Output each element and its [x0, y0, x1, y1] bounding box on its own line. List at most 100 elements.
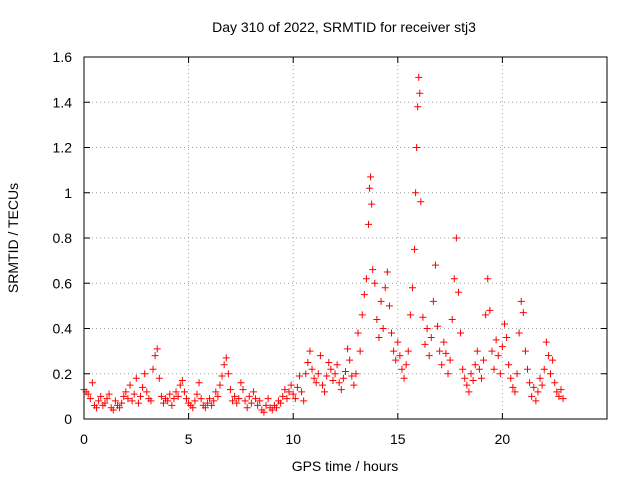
data-point [304, 358, 312, 366]
data-point [241, 397, 249, 405]
x-tick-label: 20 [495, 431, 511, 447]
data-point [509, 383, 517, 391]
data-point [84, 390, 92, 398]
data-point [492, 336, 500, 344]
data-point [358, 311, 366, 319]
x-tick-label: 10 [285, 431, 301, 447]
data-point [415, 73, 423, 81]
y-tick-label: 1.2 [53, 140, 73, 156]
data-point [507, 374, 515, 382]
data-point [208, 401, 216, 409]
data-point [120, 392, 128, 400]
data-point [233, 399, 241, 407]
data-point [168, 401, 176, 409]
data-point [434, 322, 442, 330]
data-point [239, 386, 247, 394]
data-point [524, 365, 532, 373]
data-point [195, 379, 203, 387]
data-point [427, 334, 435, 342]
data-point [500, 320, 508, 328]
y-tick-label: 1 [64, 185, 72, 201]
data-point [170, 395, 178, 403]
data-point [97, 392, 105, 400]
data-point [375, 334, 383, 342]
data-point [517, 297, 525, 305]
data-point [465, 388, 473, 396]
data-point [331, 370, 339, 378]
data-point [383, 268, 391, 276]
data-point [452, 234, 460, 242]
data-point [536, 374, 544, 382]
data-point [477, 374, 485, 382]
data-point [396, 352, 404, 360]
data-point [243, 404, 251, 412]
data-point [285, 388, 293, 396]
data-point [281, 386, 289, 394]
data-point [139, 383, 147, 391]
data-point [197, 395, 205, 403]
data-point [279, 392, 287, 400]
data-point [226, 386, 234, 394]
data-point [559, 395, 567, 403]
data-point [457, 329, 465, 337]
x-tick-label: 0 [80, 431, 88, 447]
data-point [350, 381, 358, 389]
data-point [229, 397, 237, 405]
data-point [467, 370, 475, 378]
data-point [237, 379, 245, 387]
data-point [333, 361, 341, 369]
data-point [463, 381, 471, 389]
data-point [298, 388, 306, 396]
data-point [419, 313, 427, 321]
data-point [547, 370, 555, 378]
y-tick-label: 0.8 [53, 230, 73, 246]
x-tick-label: 5 [185, 431, 193, 447]
data-point [486, 306, 494, 314]
data-point [316, 352, 324, 360]
data-point [360, 291, 368, 299]
data-point [329, 377, 337, 385]
data-point [444, 370, 452, 378]
data-point [365, 220, 373, 228]
data-point [411, 245, 419, 253]
data-point [220, 361, 228, 369]
data-point [180, 388, 188, 396]
data-point [367, 173, 375, 181]
data-point [143, 388, 151, 396]
data-point [348, 372, 356, 380]
data-point [109, 406, 117, 414]
data-point [103, 395, 111, 403]
data-point [549, 356, 557, 364]
data-point [488, 347, 496, 355]
data-point [448, 315, 456, 323]
data-point [436, 347, 444, 355]
data-point [542, 338, 550, 346]
data-point [101, 399, 109, 407]
y-tick-label: 1.6 [53, 49, 73, 65]
data-point [264, 395, 272, 403]
data-point [388, 329, 396, 337]
data-point [421, 340, 429, 348]
data-point [134, 399, 142, 407]
data-point [283, 395, 291, 403]
data-point [459, 365, 467, 373]
data-point [256, 397, 264, 405]
data-point [538, 381, 546, 389]
data-point [149, 365, 157, 373]
data-point [155, 374, 163, 382]
data-point [249, 388, 257, 396]
chart-title: Day 310 of 2022, SRMTID for receiver stj… [212, 19, 476, 35]
data-point [86, 395, 94, 403]
y-tick-label: 0.6 [53, 275, 73, 291]
axis-ticks: 0 5 10 15 20 0 0.2 0.4 0.6 0.8 1 1.2 1.4 1.6 [53, 49, 607, 447]
data-point [346, 356, 354, 364]
data-point [496, 370, 504, 378]
data-point [268, 406, 276, 414]
data-point [189, 404, 197, 412]
data-point [377, 297, 385, 305]
data-point [379, 325, 387, 332]
data-point [362, 275, 370, 283]
data-point [327, 365, 335, 373]
data-point [157, 392, 165, 400]
y-tick-label: 0.2 [53, 366, 73, 382]
